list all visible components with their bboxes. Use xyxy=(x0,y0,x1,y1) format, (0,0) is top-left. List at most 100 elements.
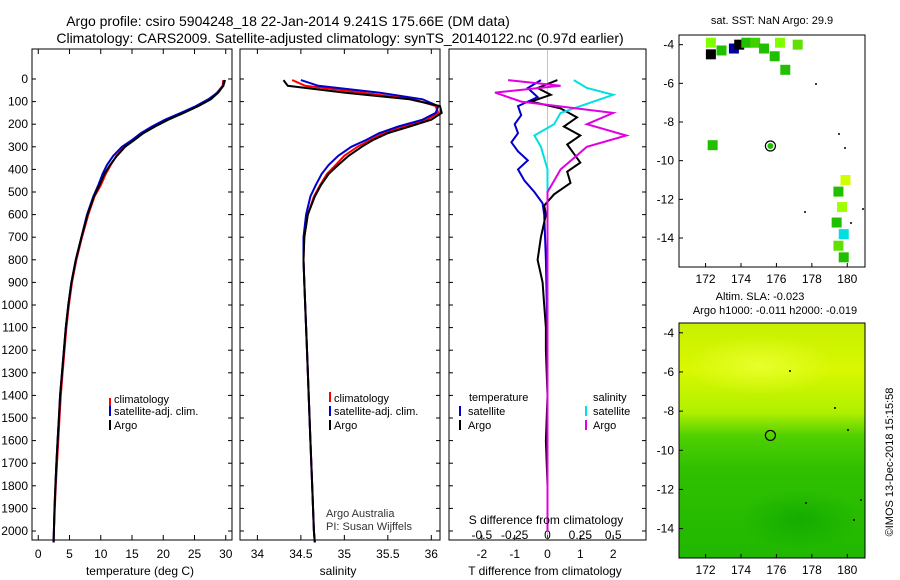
salinity-legend: climatology satellite-adj. clim. Argo xyxy=(329,392,418,432)
temperature-profile-line xyxy=(52,79,225,543)
difference-legend: temperature satellite Argo salinity sate… xyxy=(459,392,630,432)
map-lon-label: 172 xyxy=(696,272,716,286)
legend-label: Argo xyxy=(334,420,357,432)
x-tick-label: 35.5 xyxy=(376,547,400,561)
depth-tick-label: 0 xyxy=(21,72,28,86)
sst-pixel xyxy=(792,39,803,50)
depth-tick-label: 400 xyxy=(8,162,28,176)
depth-axis: 0 100 200 300 400 500 600 700 800 900 1000 1100 1200… xyxy=(1,72,28,538)
x-tick-label: 34.5 xyxy=(289,547,313,561)
sst-pixel xyxy=(705,49,716,60)
s-tick-label: 0.25 xyxy=(569,528,593,542)
x-tick-label: 1 xyxy=(577,547,584,561)
x-tick-label: 30 xyxy=(219,547,233,561)
depth-tick-label: 900 xyxy=(8,275,28,289)
depth-tick-label: 1100 xyxy=(2,321,28,335)
sst-pixel xyxy=(831,217,842,228)
legend-label: climatology xyxy=(114,394,170,406)
depth-tick-label: 1200 xyxy=(1,343,28,357)
x-tick-label: 35 xyxy=(338,547,352,561)
depth-tick-label: 700 xyxy=(8,230,28,244)
sst-pixel xyxy=(750,37,761,48)
map-lon-label: 178 xyxy=(802,272,822,286)
legend-label: satellite xyxy=(593,406,630,418)
difference-panel: -2 -1 0 1 2-0.5 -0.25 0 0.25 0.5 T difference fr… xyxy=(448,48,647,578)
depth-tick-label: 1700 xyxy=(1,456,28,470)
legend-label: Argo xyxy=(593,420,616,432)
map-lat-label: -8 xyxy=(663,115,674,129)
depth-tick-label: 1000 xyxy=(1,298,28,312)
figure-title-line1: Argo profile: csiro 5904248_18 22-Jan-20… xyxy=(66,13,510,29)
temperature-xlabel: temperature (deg C) xyxy=(86,564,194,578)
depth-tick-label: 200 xyxy=(8,117,28,131)
argo-position-marker xyxy=(764,140,777,152)
x-tick-label: 15 xyxy=(125,547,139,561)
depth-tick-label: 1400 xyxy=(1,388,28,402)
map-lon-label: 176 xyxy=(766,272,786,286)
x-tick-label: 0 xyxy=(544,547,551,561)
s-tick-label: -0.5 xyxy=(471,528,492,542)
imos-timestamp-label: ©IMOS 13-Dec-2018 15:15:58 xyxy=(884,388,896,537)
map-lat-label: -14 xyxy=(657,231,675,245)
temperature-panel-frame xyxy=(31,48,233,541)
legend-title-temperature: temperature xyxy=(469,392,528,404)
s-tick-label: 0.5 xyxy=(605,528,622,542)
legend-label: Argo xyxy=(114,420,137,432)
argo-position-marker xyxy=(764,429,777,442)
x-tick-label: 5 xyxy=(66,547,73,561)
legend-label: satellite-adj. clim. xyxy=(114,406,198,418)
map-lat-label: -4 xyxy=(663,38,674,52)
temperature-difference-line xyxy=(527,79,583,531)
difference-xlabel: T difference from climatology xyxy=(468,564,622,578)
map-lat-label: -12 xyxy=(657,192,675,206)
depth-tick-label: 100 xyxy=(8,95,28,109)
sst-pixel xyxy=(838,229,849,240)
map-lat-label: -6 xyxy=(663,76,674,90)
map-lon-label: 180 xyxy=(837,563,857,577)
x-tick-label: -2 xyxy=(476,547,487,561)
credit-line2: PI: Susan Wijffels xyxy=(326,521,412,533)
sst-pixel xyxy=(728,43,739,54)
salinity-panel: 34 34.5 35 35.5 36 salinity climatology sate… xyxy=(239,48,443,578)
x-tick-label: 0 xyxy=(35,547,42,561)
map-lat-label: -10 xyxy=(657,443,675,457)
x-tick-label: 25 xyxy=(188,547,202,561)
temperature-panel: 0 5 10 15 20 25 30 temperature (deg C) climato… xyxy=(31,48,233,578)
x-tick-label: 36 xyxy=(425,547,439,561)
legend-label: satellite xyxy=(468,406,505,418)
depth-tick-label: 1800 xyxy=(1,479,28,493)
sst-pixel xyxy=(734,39,745,50)
legend-title-salinity: salinity xyxy=(593,392,627,404)
sst-pixel xyxy=(780,64,791,75)
map-lon-label: 180 xyxy=(837,272,857,286)
depth-tick-label: 1500 xyxy=(1,411,28,425)
depth-tick-label: 300 xyxy=(8,140,28,154)
map-lat-label: -4 xyxy=(663,326,674,340)
sst-pixel xyxy=(833,186,844,197)
map-lon-label: 176 xyxy=(766,563,786,577)
depth-tick-label: 600 xyxy=(8,208,28,222)
sst-map-title: sat. SST: NaN Argo: 29.9 xyxy=(711,15,833,27)
sst-pixel xyxy=(836,202,847,213)
depth-tick-label: 1900 xyxy=(1,501,28,515)
x-tick-label: 10 xyxy=(94,547,108,561)
depth-tick-label: 2000 xyxy=(1,524,28,538)
sst-pixel xyxy=(840,175,851,185)
sst-map-panel: sat. SST: NaN Argo: 29.9 172 174 176 178 180… xyxy=(657,15,866,286)
sst-pixel xyxy=(833,240,844,251)
sla-high-region xyxy=(685,335,835,395)
sla-map-title-line2: Argo h1000: -0.011 h2000: -0.019 xyxy=(693,305,857,317)
coastline xyxy=(804,83,864,224)
argo-sst-value-marker xyxy=(767,142,774,149)
depth-tick-label: 1300 xyxy=(1,366,28,380)
depth-tick-label: 500 xyxy=(8,185,28,199)
sst-pixel xyxy=(774,37,785,48)
sla-map-frame xyxy=(678,322,866,559)
map-lon-label: 174 xyxy=(731,563,751,577)
sla-low-region xyxy=(740,490,860,550)
x-tick-label: 2 xyxy=(610,547,617,561)
salinity-profile-line xyxy=(300,79,440,543)
map-lat-label: -14 xyxy=(657,522,675,536)
salinity-profile-line xyxy=(282,79,443,543)
